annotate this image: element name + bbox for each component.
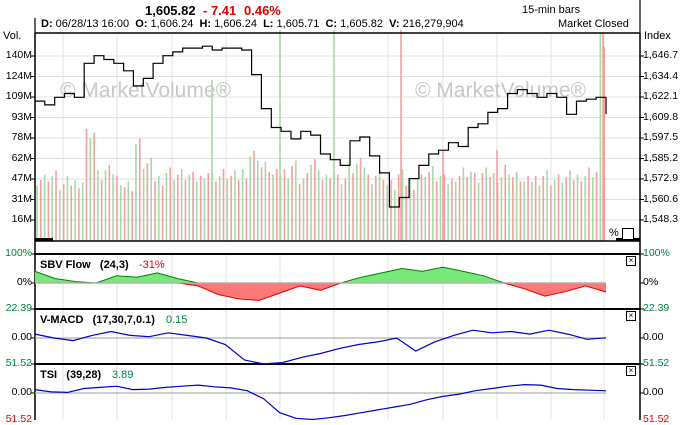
ohlc-readout: D: 06/28/13 16:00 O: 1,606.24 H: 1,606.2… [41,18,464,30]
price-change: - 7.41 [203,3,237,18]
axis-tick-label: 0.00 [11,386,32,398]
svg-text:© MarketVolume®: © MarketVolume® [415,79,587,102]
price-change-percent: 0.46% [244,3,281,18]
index-axis-title: Index [644,30,671,42]
axis-tick-label: 31M [11,192,32,205]
market-status: Market Closed [558,18,629,30]
axis-tick-label: 0.00 [643,386,664,398]
axis-tick-label: 1,646.7 [643,49,679,61]
high-value: 1,606.24 [214,18,257,30]
axis-tick-label: 0% [643,276,659,288]
axis-tick-label: 22.39 [5,302,32,314]
axis-tick-label: 93M [11,110,32,123]
axis-tick-label: 1,548.3 [643,213,679,225]
axis-tick-label: 0% [16,276,32,288]
open-value: 1,606.24 [150,18,194,30]
volume-value: 216,279,904 [402,18,464,30]
axis-tick-label: 1,597.5 [643,131,679,143]
axis-tick-label: 1,622.1 [643,90,679,102]
axis-tick-label: 1,572.9 [643,172,679,184]
tsi-title: TSI (39,28) [40,369,102,381]
axis-tick-label: 1,560.6 [643,192,679,205]
axis-tick-label: 1,585.2 [643,151,679,164]
high-label: H: [199,18,212,30]
vmacd-title: V-MACD (17,30,7,0.1) [40,314,155,326]
volume-label: V: [389,18,400,30]
axis-tick-label: 47M [11,172,32,184]
close-label: C: [325,18,338,30]
axis-tick-label: 62M [11,151,32,164]
bar-interval: 15-min bars [522,4,581,16]
axis-tick-label: 22.39 [643,302,670,314]
axis-tick-label: 140M [5,49,32,61]
axis-tick-label: 1,609.8 [643,110,679,123]
close-vmacd-icon[interactable]: × [626,311,636,321]
sbv-flow-title: SBV Flow (24,3) [40,259,129,271]
axis-tick-label: 100% [643,247,670,259]
open-label: O: [135,18,148,30]
svg-text:© MarketVolume®: © MarketVolume® [60,79,232,102]
axis-tick-label: 51.52 [643,413,670,425]
percent-toggle-label: % [609,227,619,239]
axis-tick-label: 0.00 [643,331,664,343]
low-label: L: [263,18,274,30]
vmacd-value: 0.15 [166,314,188,326]
tsi-value: 3.89 [112,369,134,381]
axis-tick-label: 78M [11,131,32,143]
percent-toggle-checkbox[interactable] [622,228,634,240]
close-tsi-icon[interactable]: × [626,366,636,376]
axis-tick-label: 109M [5,90,32,102]
close-sbv-flow-icon[interactable]: × [626,256,636,266]
axis-tick-label: 100% [5,247,32,259]
axis-tick-label: 51.52 [5,413,32,425]
axis-tick-label: 124M [5,69,32,82]
last-price: 1,605.82 [145,3,196,18]
axis-tick-label: 51.52 [5,357,32,369]
axis-tick-label: 16M [11,213,32,225]
volume-axis-title: Vol. [3,30,22,42]
axis-tick-label: 1,634.4 [643,69,679,82]
date-label: D: [41,18,53,30]
axis-tick-label: 0.00 [11,331,32,343]
low-value: 1,605.71 [276,18,320,30]
date-value: 06/28/13 16:00 [55,18,130,30]
close-value: 1,605.82 [340,18,383,30]
axis-tick-label: 51.52 [643,357,670,369]
sbv-flow-value: -31% [139,259,165,271]
